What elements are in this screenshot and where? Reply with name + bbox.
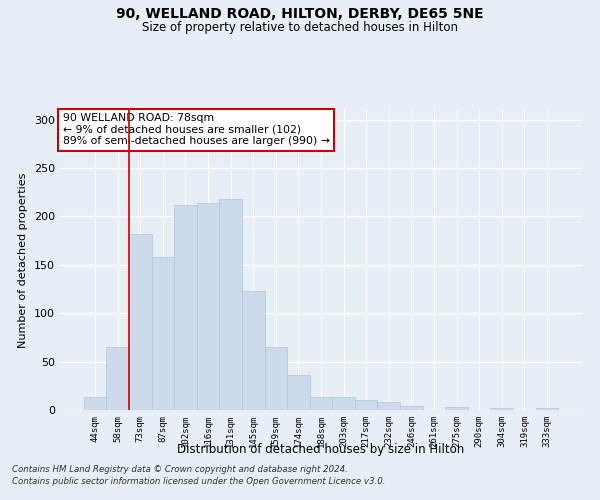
Bar [220,199,242,410]
Bar [287,375,310,410]
Text: Distribution of detached houses by size in Hilton: Distribution of detached houses by size … [178,442,464,456]
Bar [84,398,106,410]
Bar [536,408,558,410]
Bar [377,402,400,410]
Bar [445,407,468,410]
Bar [197,203,220,410]
Text: 90, WELLAND ROAD, HILTON, DERBY, DE65 5NE: 90, WELLAND ROAD, HILTON, DERBY, DE65 5N… [116,8,484,22]
Bar [490,408,513,410]
Y-axis label: Number of detached properties: Number of detached properties [19,172,28,348]
Bar [152,257,174,410]
Bar [129,234,152,410]
Bar [332,398,355,410]
Bar [174,205,197,410]
Bar [400,406,422,410]
Text: Size of property relative to detached houses in Hilton: Size of property relative to detached ho… [142,21,458,34]
Bar [106,347,129,410]
Text: Contains public sector information licensed under the Open Government Licence v3: Contains public sector information licen… [12,477,386,486]
Bar [355,400,377,410]
Bar [310,398,332,410]
Bar [242,291,265,410]
Text: 90 WELLAND ROAD: 78sqm
← 9% of detached houses are smaller (102)
89% of semi-det: 90 WELLAND ROAD: 78sqm ← 9% of detached … [62,113,329,146]
Text: Contains HM Land Registry data © Crown copyright and database right 2024.: Contains HM Land Registry data © Crown c… [12,466,348,474]
Bar [265,347,287,410]
